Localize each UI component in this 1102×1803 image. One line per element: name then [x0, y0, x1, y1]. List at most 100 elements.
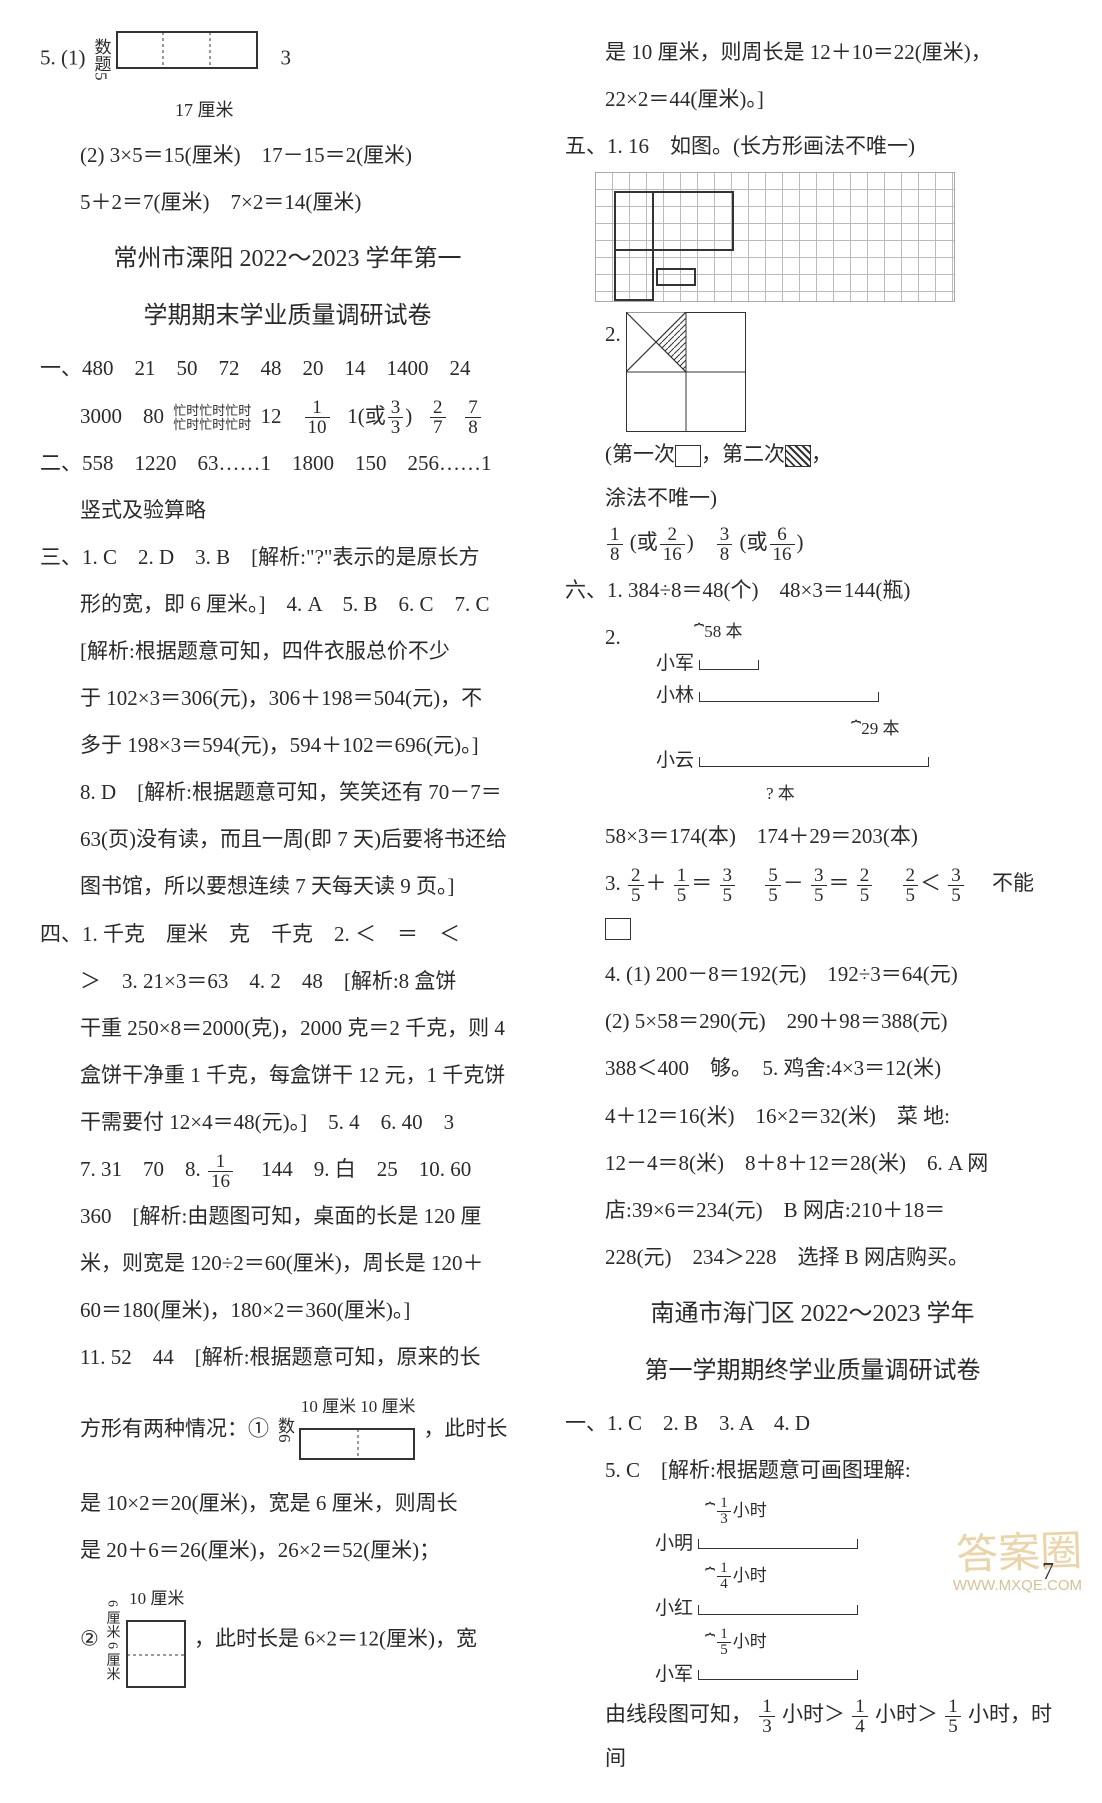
- seg-58: 58 本: [704, 622, 742, 641]
- sec6-3: 3. 25＋ 15＝ 35 55－ 35＝ 25 25＜ 35 不能: [565, 861, 1060, 949]
- sec4-6b: 144 9. 白 25 10. 60: [240, 1157, 471, 1181]
- case2-diagram: 10 厘米: [125, 1575, 189, 1706]
- hatched-square-icon: [785, 445, 811, 467]
- case1-top-label: 10 厘米 10 厘米: [301, 1397, 416, 1416]
- r2d: 涂法不唯一): [605, 476, 915, 520]
- case1-vert: 数6: [274, 1417, 293, 1443]
- segment-diagram: ⏞58 本 小军 小林 ⏞29 本 小云 ? 本: [656, 615, 929, 811]
- sec5-2: 2. (第一次，第二次， 涂法不唯一) 18: [565, 312, 1060, 564]
- q5-1-side: 3: [280, 45, 291, 69]
- frac-3-8: 38: [717, 525, 733, 564]
- sec4-14: ② 6 厘米 6 厘米 10 厘米 ，此时长是 6×2＝12(厘米)，宽: [40, 1575, 535, 1706]
- sec4-14b: ，此时长是 6×2＝12(厘米)，宽: [194, 1626, 477, 1650]
- frac-1-10: 110: [305, 398, 330, 437]
- sec2-a: 二、558 1220 63……1 1800 150 256……1: [40, 441, 535, 485]
- sec6-4f: 店:39×6＝234(元) B 网店:210＋18＝: [565, 1188, 1060, 1232]
- seg-xl: 小林: [656, 685, 694, 706]
- blank-box-icon: [605, 918, 631, 940]
- empty-square-icon: [675, 445, 701, 467]
- q5-label: 5.: [40, 45, 56, 69]
- frac-3-3: 33: [388, 398, 404, 437]
- sec6-1: 六、1. 384÷8＝48(个) 48×3＝144(瓶): [565, 568, 1060, 612]
- sec6-4g: 228(元) 234＞228 选择 B 网店购买。: [565, 1235, 1060, 1279]
- page-number: 7: [1042, 1559, 1054, 1586]
- title-nantong-b: 第一学期期终学业质量调研试卷: [565, 1350, 1060, 1393]
- frac-7-8: 78: [465, 398, 481, 437]
- sec1-a: 一、480 21 50 72 48 20 14 1400 24: [40, 346, 535, 390]
- sec6-3b: 不能: [971, 871, 1034, 895]
- nt-2: 5. C [解析:根据题意可画图理解:: [565, 1448, 1060, 1492]
- left-column: 5. (1) 数题5 3 17 厘米 (2) 3×5＝15(厘米) 17－15＝…: [40, 30, 535, 1783]
- sec5-2-num: 2.: [605, 322, 621, 346]
- sec4-7: 360 [解析:由题图可知，桌面的长是 120 厘: [40, 1194, 535, 1238]
- nt-last: 由线段图可知， 13 小时＞ 14 小时＞ 15 小时，时间: [565, 1692, 1060, 1780]
- sec3-2: 形的宽，即 6 厘米。] 4. A 5. B 6. C 7. C: [40, 582, 535, 626]
- nt-1: 一、1. C 2. B 3. A 4. D: [565, 1401, 1060, 1445]
- sec3-7: 63(页)没有读，而且一周(即 7 天)后要将书还给: [40, 817, 535, 861]
- ntlb: 小时＞: [782, 1702, 845, 1726]
- sec6-4e: 12－4＝8(米) 8＋8＋12＝28(米) 6. A 网: [565, 1141, 1060, 1185]
- sec1-b-pre: 3000 80: [80, 404, 164, 428]
- q5-vert-label: 数题5: [91, 38, 110, 81]
- case2-num: ②: [80, 1626, 99, 1650]
- seg-xy: 小云: [656, 750, 694, 771]
- sec3-3: [解析:根据题意可知，四件衣服总价不少: [40, 629, 535, 673]
- sec4-5: 干需要付 12×4＝48(元)。] 5. 4 6. 40 3: [40, 1100, 535, 1144]
- seg-29: 29 本: [861, 719, 899, 738]
- frac-6-16: 616: [770, 525, 795, 564]
- sec4-9: 60＝180(厘米)，180×2＝360(厘米)。]: [40, 1288, 535, 1332]
- sec4-11b: ，此时长: [423, 1416, 507, 1440]
- sec6-4b: (2) 5×58＝290(元) 290＋98＝388(元): [565, 999, 1060, 1043]
- page-container: 5. (1) 数题5 3 17 厘米 (2) 3×5＝15(厘米) 17－15＝…: [0, 0, 1102, 1803]
- triangle-grid-diagram: [626, 312, 746, 432]
- sec4-3: 干重 250×8＝2000(克)，2000 克＝2 千克，则 4: [40, 1006, 535, 1050]
- nt-xm: 小明: [655, 1533, 693, 1554]
- case1-diagram: 10 厘米 10 厘米: [298, 1383, 418, 1478]
- frac-2-7: 27: [430, 398, 446, 437]
- sec6-2: 2. ⏞58 本 小军 小林 ⏞29 本 小云 ? 本: [565, 615, 1060, 811]
- sec5-grid-diagram: [595, 172, 955, 302]
- sec3-5: 多于 198×3＝594(元)，594＋102＝696(元)。]: [40, 723, 535, 767]
- frac-2-16: 216: [660, 525, 685, 564]
- q5-rectangle-diagram: [115, 30, 265, 89]
- r2b: ，第二次: [701, 442, 785, 466]
- sec4-12: 是 10×2＝20(厘米)，宽是 6 厘米，则周长: [40, 1481, 535, 1525]
- tally-text: 忙时忙时忙时忙时忙时忙时: [173, 404, 251, 431]
- sec3-1: 三、1. C 2. D 3. B [解析:"?"表示的是原长方: [40, 535, 535, 579]
- r-line1: 是 10 厘米，则周长是 12＋10＝22(厘米)，: [565, 30, 1060, 74]
- sec6-2-num: 2.: [605, 625, 621, 649]
- q5-bottom-label: 17 厘米: [40, 92, 535, 130]
- case2-top-label: 10 厘米: [129, 1589, 184, 1608]
- title-changzhou-b: 学期期末学业质量调研试卷: [40, 295, 535, 338]
- r2a: (第一次: [605, 442, 675, 466]
- title-changzhou-a: 常州市溧阳 2022～2023 学年第一: [40, 238, 535, 281]
- sec3-6: 8. D [解析:根据题意可知，笑笑还有 70－7＝: [40, 770, 535, 814]
- q5-2b: 5＋2＝7(厘米) 7×2＝14(厘米): [40, 180, 535, 224]
- sec4-13: 是 20＋6＝26(厘米)，26×2＝52(厘米)；: [40, 1528, 535, 1572]
- sec6-2b: 58×3＝174(本) 174＋29＝203(本): [565, 814, 1060, 858]
- frac-1-16: 116: [208, 1152, 233, 1191]
- nt-xj: 小军: [655, 1664, 693, 1685]
- sec4-2: ＞ 3. 21×3＝63 4. 2 48 [解析:8 盒饼: [40, 959, 535, 1003]
- sec6-3-num: 3.: [605, 871, 626, 895]
- sec4-4: 盒饼干净重 1 千克，每盒饼干 12 元，1 千克饼: [40, 1053, 535, 1097]
- q5-1-num: (1): [61, 45, 86, 69]
- sec4-8: 米，则宽是 120÷2＝60(厘米)，周长是 120＋: [40, 1241, 535, 1285]
- sec3-4: 于 102×3＝306(元)，306＋198＝504(元)，不: [40, 676, 535, 720]
- right-column: 是 10 厘米，则周长是 12＋10＝22(厘米)， 22×2＝44(厘米)。]…: [565, 30, 1060, 1783]
- q5-2a: (2) 3×5＝15(厘米) 17－15＝2(厘米): [40, 133, 535, 177]
- r2c: ，: [811, 442, 832, 466]
- sec4-6a: 7. 31 70 8.: [80, 1157, 206, 1181]
- sec4-10: 11. 52 44 [解析:根据题意可知，原来的长: [40, 1335, 535, 1379]
- title-nantong-a: 南通市海门区 2022～2023 学年: [565, 1293, 1060, 1336]
- sec6-4: 4. (1) 200－8＝192(元) 192÷3＝64(元): [565, 952, 1060, 996]
- q5-row: 5. (1) 数题5 3: [40, 30, 535, 89]
- r-line2: 22×2＝44(厘米)。]: [565, 77, 1060, 121]
- nt-xh: 小红: [655, 1598, 693, 1619]
- sec3-8: 图书馆，所以要想连续 7 天每天读 9 页。]: [40, 864, 535, 908]
- sec4-11a: 方形有两种情况：①: [80, 1416, 269, 1440]
- sec4-6: 7. 31 70 8. 116 144 9. 白 25 10. 60: [40, 1147, 535, 1191]
- sec4-1: 四、1. 千克 厘米 克 千克 2. ＜ ＝ ＜: [40, 912, 535, 956]
- seg-q: ? 本: [766, 784, 795, 803]
- ntlc: 小时＞: [875, 1702, 938, 1726]
